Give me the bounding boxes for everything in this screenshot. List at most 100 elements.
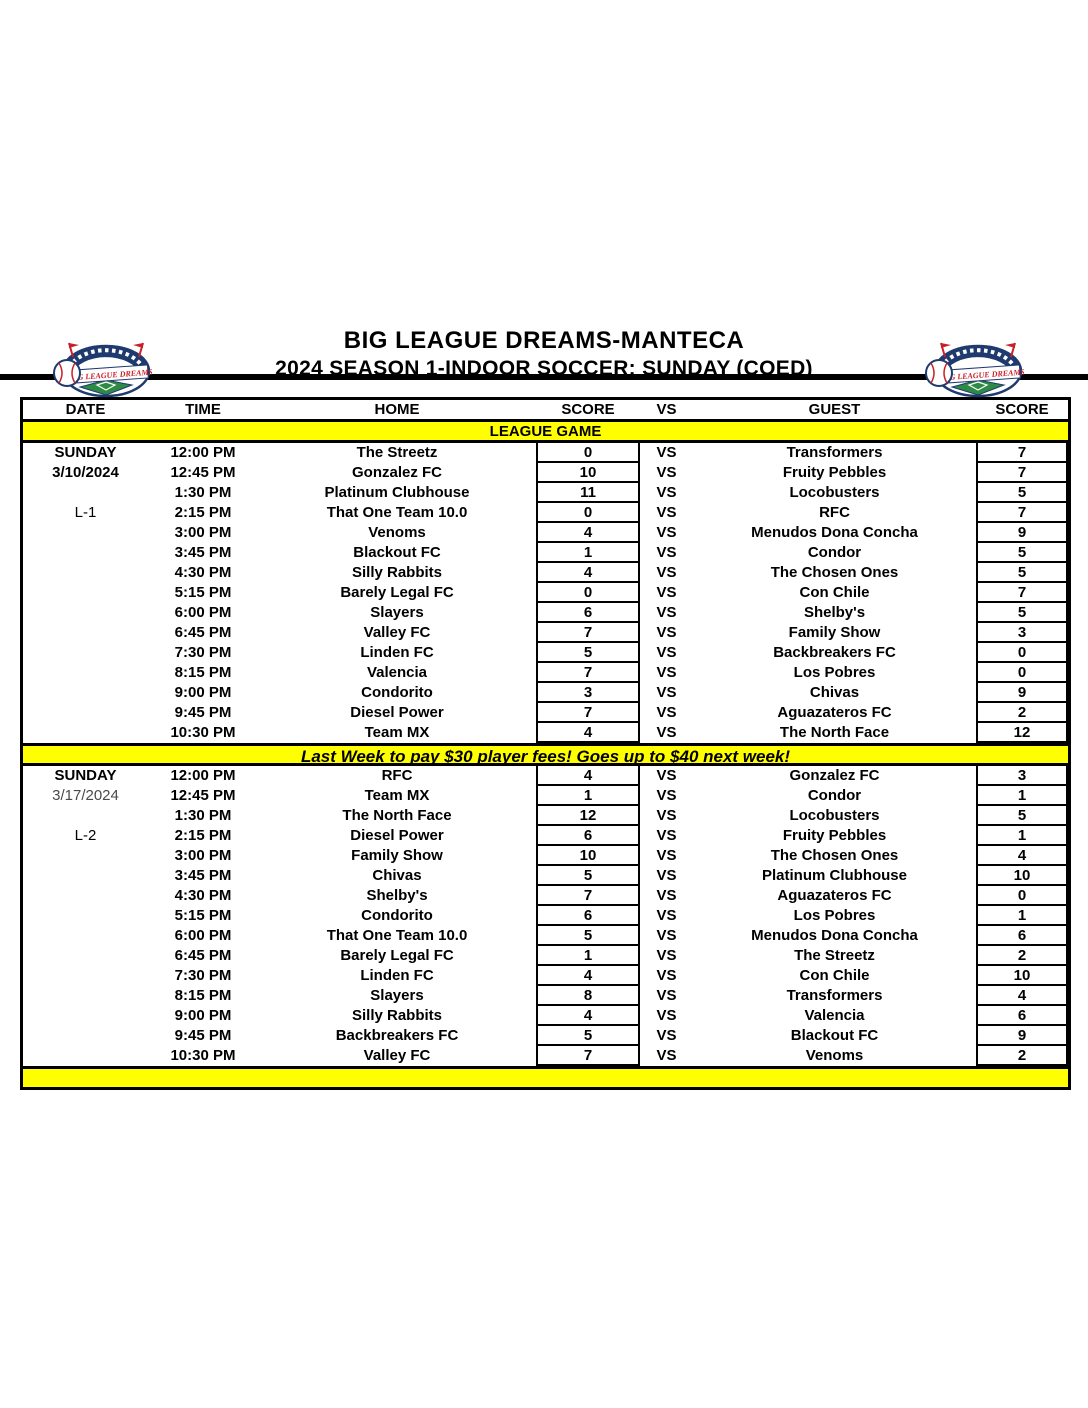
date-cell: [23, 1026, 148, 1046]
guest-team-cell: Transformers: [786, 444, 883, 461]
home-team-cell: Silly Rabbits: [351, 1007, 443, 1024]
vs-cell: VS: [656, 767, 677, 784]
time-cell: 1:30 PM: [174, 807, 232, 824]
date-cell: [23, 643, 148, 663]
vs-cell: VS: [656, 847, 677, 864]
date-cell: [23, 1046, 148, 1066]
page-title: BIG LEAGUE DREAMS-MANTECA: [343, 327, 745, 354]
guest-team-cell: Condor: [807, 544, 862, 561]
time-cell: 7:30 PM: [174, 644, 232, 661]
guest-team-cell: Con Chile: [799, 967, 870, 984]
guest-team-cell: Blackout FC: [790, 1027, 879, 1044]
time-cell: 12:45 PM: [170, 787, 236, 804]
time-cell: 9:00 PM: [174, 1007, 232, 1024]
date-cell: [23, 483, 148, 503]
date-cell: [23, 986, 148, 1006]
home-team-cell: Valley FC: [363, 1047, 431, 1064]
home-team-cell: RFC: [381, 767, 413, 784]
date-cell: [23, 603, 148, 623]
vs-cell: VS: [656, 684, 677, 701]
guest-team-cell: Venoms: [805, 1047, 864, 1064]
game-row: 6:00 PM Slayers 6 VS Shelby's 5: [23, 603, 1068, 623]
guest-team-cell: Chivas: [809, 684, 860, 701]
col-header-home-score: SCORE: [561, 401, 615, 418]
day-label: SUNDAY: [54, 444, 117, 461]
header-rule: [0, 374, 1088, 380]
guest-score-cell: 10: [976, 866, 1068, 886]
vs-cell: VS: [656, 947, 677, 964]
time-cell: 10:30 PM: [170, 1047, 236, 1064]
home-score-cell: 12: [536, 806, 640, 826]
big-league-dreams-logo-right: [924, 334, 1024, 400]
time-cell: 10:30 PM: [170, 724, 236, 741]
home-team-cell: That One Team 10.0: [326, 927, 468, 944]
guest-score-cell: 3: [976, 623, 1068, 643]
time-cell: 9:45 PM: [174, 1027, 232, 1044]
home-team-cell: Team MX: [364, 787, 430, 804]
guest-score-cell: 9: [976, 523, 1068, 543]
game-row: SUNDAY 12:00 PM RFC 4 VS Gonzalez FC 3: [23, 766, 1068, 786]
time-cell: 6:45 PM: [174, 947, 232, 964]
guest-team-cell: Aguazateros FC: [777, 704, 892, 721]
home-team-cell: The Streetz: [356, 444, 438, 461]
home-score-cell: 5: [536, 1026, 640, 1046]
guest-score-cell: 0: [976, 663, 1068, 683]
home-team-cell: Barely Legal FC: [340, 947, 454, 964]
home-score-cell: 4: [536, 523, 640, 543]
guest-score-cell: 7: [976, 583, 1068, 603]
home-team-cell: Team MX: [364, 724, 430, 741]
home-score-cell: 0: [536, 503, 640, 523]
home-score-cell: 4: [536, 1006, 640, 1026]
home-score-cell: 5: [536, 643, 640, 663]
time-cell: 6:00 PM: [174, 604, 232, 621]
vs-cell: VS: [656, 907, 677, 924]
home-team-cell: Slayers: [370, 987, 424, 1004]
home-score-cell: 4: [536, 766, 640, 786]
home-score-cell: 4: [536, 563, 640, 583]
time-cell: 6:00 PM: [174, 927, 232, 944]
guest-score-cell: 4: [976, 986, 1068, 1006]
game-row: 3:45 PM Chivas 5 VS Platinum Clubhouse 1…: [23, 866, 1068, 886]
time-cell: 6:45 PM: [174, 624, 232, 641]
col-header-vs: VS: [656, 401, 677, 418]
home-team-cell: Linden FC: [360, 644, 434, 661]
week-2-games: SUNDAY 12:00 PM RFC 4 VS Gonzalez FC 3 3…: [23, 766, 1068, 1066]
home-team-cell: Family Show: [351, 847, 443, 864]
vs-cell: VS: [656, 624, 677, 641]
date-cell: [23, 683, 148, 703]
date-cell: [23, 523, 148, 543]
guest-team-cell: Los Pobres: [793, 664, 876, 681]
col-header-home: HOME: [374, 401, 420, 418]
game-row: 1:30 PM The North Face 12 VS Locobusters…: [23, 806, 1068, 826]
col-header-time: TIME: [185, 401, 221, 418]
date-cell: [23, 966, 148, 986]
guest-team-cell: Condor: [807, 787, 862, 804]
vs-cell: VS: [656, 1007, 677, 1024]
home-score-cell: 4: [536, 723, 640, 743]
guest-score-cell: 9: [976, 683, 1068, 703]
home-team-cell: The North Face: [342, 807, 452, 824]
vs-cell: VS: [656, 664, 677, 681]
guest-score-cell: 7: [976, 443, 1068, 463]
date-cell: [23, 1006, 148, 1026]
guest-team-cell: The Streetz: [794, 947, 875, 964]
col-header-guest-score: SCORE: [995, 401, 1049, 418]
guest-team-cell: Menudos Dona Concha: [751, 524, 918, 541]
game-row: 10:30 PM Team MX 4 VS The North Face 12: [23, 723, 1068, 743]
home-score-cell: 7: [536, 663, 640, 683]
game-row: 5:15 PM Barely Legal FC 0 VS Con Chile 7: [23, 583, 1068, 603]
vs-cell: VS: [656, 444, 677, 461]
guest-team-cell: Fruity Pebbles: [782, 827, 887, 844]
home-score-cell: 7: [536, 1046, 640, 1066]
time-cell: 4:30 PM: [174, 887, 232, 904]
game-row: 7:30 PM Linden FC 4 VS Con Chile 10: [23, 966, 1068, 986]
guest-score-cell: 2: [976, 703, 1068, 723]
guest-score-cell: 5: [976, 543, 1068, 563]
time-cell: 3:45 PM: [174, 867, 232, 884]
home-team-cell: Condorito: [361, 907, 433, 924]
home-score-cell: 7: [536, 886, 640, 906]
guest-team-cell: Los Pobres: [793, 907, 876, 924]
date-cell: [23, 926, 148, 946]
fees-banner: Last Week to pay $30 player fees! Goes u…: [23, 743, 1068, 766]
home-team-cell: Valley FC: [363, 624, 431, 641]
